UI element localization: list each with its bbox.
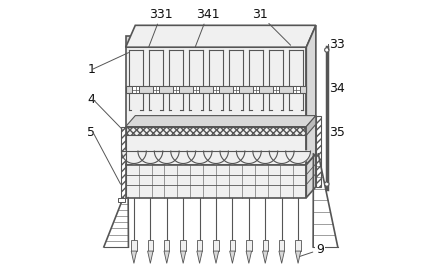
Bar bbox=[193, 86, 199, 93]
Bar bbox=[295, 240, 301, 251]
Polygon shape bbox=[286, 151, 311, 163]
Bar bbox=[173, 86, 179, 93]
Text: 331: 331 bbox=[149, 8, 173, 47]
Bar bbox=[126, 86, 306, 93]
Polygon shape bbox=[263, 251, 268, 263]
Bar bbox=[253, 86, 259, 93]
Polygon shape bbox=[164, 251, 169, 263]
Text: 1: 1 bbox=[87, 63, 95, 76]
Polygon shape bbox=[306, 154, 316, 198]
Bar bbox=[279, 240, 284, 251]
Polygon shape bbox=[154, 151, 179, 163]
Bar bbox=[213, 240, 219, 251]
Bar bbox=[121, 126, 126, 198]
Polygon shape bbox=[121, 151, 146, 163]
Circle shape bbox=[324, 48, 329, 52]
Bar bbox=[213, 86, 219, 93]
Polygon shape bbox=[126, 25, 316, 47]
Bar bbox=[230, 240, 235, 251]
Polygon shape bbox=[187, 151, 212, 163]
Polygon shape bbox=[306, 116, 316, 165]
Bar bbox=[316, 116, 321, 187]
Text: 34: 34 bbox=[330, 82, 345, 95]
Bar bbox=[126, 47, 306, 126]
Polygon shape bbox=[213, 251, 219, 263]
Bar bbox=[126, 126, 306, 135]
Text: 341: 341 bbox=[195, 8, 219, 47]
Text: 4: 4 bbox=[87, 93, 95, 106]
Bar bbox=[126, 165, 306, 198]
Bar bbox=[126, 126, 306, 165]
Bar bbox=[181, 240, 186, 251]
Text: 5: 5 bbox=[87, 125, 95, 139]
Bar bbox=[246, 240, 251, 251]
Polygon shape bbox=[126, 116, 316, 127]
Text: 35: 35 bbox=[330, 125, 346, 139]
Polygon shape bbox=[306, 116, 316, 135]
Polygon shape bbox=[171, 151, 196, 163]
Bar bbox=[131, 240, 137, 251]
Polygon shape bbox=[181, 251, 186, 263]
Bar bbox=[133, 86, 139, 93]
Bar bbox=[263, 240, 268, 251]
Polygon shape bbox=[253, 151, 278, 163]
Polygon shape bbox=[220, 151, 245, 163]
Polygon shape bbox=[306, 25, 316, 126]
Polygon shape bbox=[230, 251, 235, 263]
Polygon shape bbox=[279, 251, 284, 263]
Bar bbox=[148, 240, 153, 251]
Polygon shape bbox=[131, 251, 137, 263]
Polygon shape bbox=[246, 251, 251, 263]
Polygon shape bbox=[236, 151, 261, 163]
Bar bbox=[152, 86, 159, 93]
Polygon shape bbox=[203, 151, 229, 163]
Bar bbox=[197, 240, 202, 251]
Text: 33: 33 bbox=[330, 38, 345, 51]
Bar bbox=[126, 36, 306, 47]
Bar bbox=[233, 86, 239, 93]
Bar bbox=[293, 86, 299, 93]
Polygon shape bbox=[295, 251, 301, 263]
Text: 9: 9 bbox=[298, 243, 324, 257]
Bar bbox=[273, 86, 280, 93]
Bar bbox=[118, 198, 125, 202]
Text: 31: 31 bbox=[252, 8, 291, 45]
Polygon shape bbox=[197, 251, 202, 263]
Polygon shape bbox=[138, 151, 163, 163]
Polygon shape bbox=[148, 251, 153, 263]
Polygon shape bbox=[269, 151, 294, 163]
Bar bbox=[164, 240, 169, 251]
Circle shape bbox=[324, 182, 329, 186]
